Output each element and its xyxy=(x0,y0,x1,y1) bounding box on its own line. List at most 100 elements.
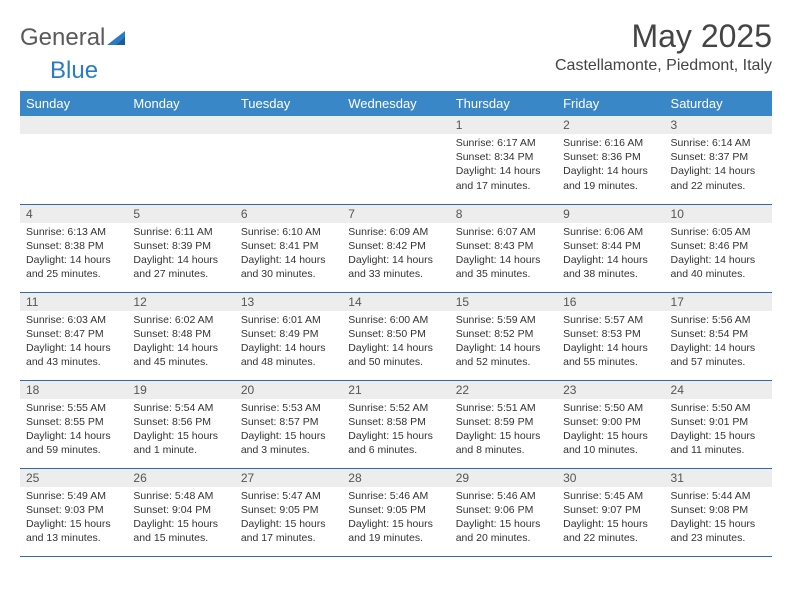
day-number: 25 xyxy=(20,469,127,487)
calendar-body: 1Sunrise: 6:17 AMSunset: 8:34 PMDaylight… xyxy=(20,116,772,556)
day-number: 26 xyxy=(127,469,234,487)
sunset-text: Sunset: 8:57 PM xyxy=(241,415,336,429)
calendar-table: Sunday Monday Tuesday Wednesday Thursday… xyxy=(20,91,772,557)
day-cell: 4Sunrise: 6:13 AMSunset: 8:38 PMDaylight… xyxy=(20,204,127,292)
day-number xyxy=(235,116,342,134)
day-data: Sunrise: 5:52 AMSunset: 8:58 PMDaylight:… xyxy=(342,399,449,462)
sunset-text: Sunset: 8:38 PM xyxy=(26,239,121,253)
day-cell: 8Sunrise: 6:07 AMSunset: 8:43 PMDaylight… xyxy=(450,204,557,292)
day-cell: 23Sunrise: 5:50 AMSunset: 9:00 PMDayligh… xyxy=(557,380,664,468)
day-number xyxy=(127,116,234,134)
sunset-text: Sunset: 8:46 PM xyxy=(671,239,766,253)
day-data: Sunrise: 6:16 AMSunset: 8:36 PMDaylight:… xyxy=(557,134,664,197)
day-cell xyxy=(342,116,449,204)
sunset-text: Sunset: 9:05 PM xyxy=(241,503,336,517)
day-data: Sunrise: 6:09 AMSunset: 8:42 PMDaylight:… xyxy=(342,223,449,286)
col-monday: Monday xyxy=(127,91,234,116)
sunrise-text: Sunrise: 5:52 AM xyxy=(348,401,443,415)
day-data: Sunrise: 5:48 AMSunset: 9:04 PMDaylight:… xyxy=(127,487,234,550)
day-number: 17 xyxy=(665,293,772,311)
day-number: 31 xyxy=(665,469,772,487)
day-data: Sunrise: 5:54 AMSunset: 8:56 PMDaylight:… xyxy=(127,399,234,462)
sunset-text: Sunset: 8:43 PM xyxy=(456,239,551,253)
col-friday: Friday xyxy=(557,91,664,116)
day-cell: 30Sunrise: 5:45 AMSunset: 9:07 PMDayligh… xyxy=(557,468,664,556)
daylight-text: Daylight: 15 hours and 10 minutes. xyxy=(563,429,658,457)
day-data: Sunrise: 6:13 AMSunset: 8:38 PMDaylight:… xyxy=(20,223,127,286)
daylight-text: Daylight: 15 hours and 22 minutes. xyxy=(563,517,658,545)
day-number: 23 xyxy=(557,381,664,399)
sunset-text: Sunset: 9:07 PM xyxy=(563,503,658,517)
col-tuesday: Tuesday xyxy=(235,91,342,116)
daylight-text: Daylight: 14 hours and 33 minutes. xyxy=(348,253,443,281)
sunset-text: Sunset: 8:54 PM xyxy=(671,327,766,341)
day-cell: 20Sunrise: 5:53 AMSunset: 8:57 PMDayligh… xyxy=(235,380,342,468)
day-data: Sunrise: 5:55 AMSunset: 8:55 PMDaylight:… xyxy=(20,399,127,462)
day-data: Sunrise: 6:02 AMSunset: 8:48 PMDaylight:… xyxy=(127,311,234,374)
day-cell: 27Sunrise: 5:47 AMSunset: 9:05 PMDayligh… xyxy=(235,468,342,556)
week-row: 18Sunrise: 5:55 AMSunset: 8:55 PMDayligh… xyxy=(20,380,772,468)
daylight-text: Daylight: 14 hours and 22 minutes. xyxy=(671,164,766,192)
day-cell: 10Sunrise: 6:05 AMSunset: 8:46 PMDayligh… xyxy=(665,204,772,292)
day-data: Sunrise: 6:11 AMSunset: 8:39 PMDaylight:… xyxy=(127,223,234,286)
day-number: 2 xyxy=(557,116,664,134)
sunrise-text: Sunrise: 5:49 AM xyxy=(26,489,121,503)
day-cell: 18Sunrise: 5:55 AMSunset: 8:55 PMDayligh… xyxy=(20,380,127,468)
daylight-text: Daylight: 15 hours and 23 minutes. xyxy=(671,517,766,545)
col-thursday: Thursday xyxy=(450,91,557,116)
sunset-text: Sunset: 9:01 PM xyxy=(671,415,766,429)
day-data: Sunrise: 5:51 AMSunset: 8:59 PMDaylight:… xyxy=(450,399,557,462)
day-cell: 14Sunrise: 6:00 AMSunset: 8:50 PMDayligh… xyxy=(342,292,449,380)
day-cell: 13Sunrise: 6:01 AMSunset: 8:49 PMDayligh… xyxy=(235,292,342,380)
day-number: 13 xyxy=(235,293,342,311)
day-data: Sunrise: 5:47 AMSunset: 9:05 PMDaylight:… xyxy=(235,487,342,550)
sunrise-text: Sunrise: 5:57 AM xyxy=(563,313,658,327)
daylight-text: Daylight: 14 hours and 40 minutes. xyxy=(671,253,766,281)
daylight-text: Daylight: 15 hours and 17 minutes. xyxy=(241,517,336,545)
day-data: Sunrise: 6:10 AMSunset: 8:41 PMDaylight:… xyxy=(235,223,342,286)
day-data: Sunrise: 6:00 AMSunset: 8:50 PMDaylight:… xyxy=(342,311,449,374)
sunrise-text: Sunrise: 5:46 AM xyxy=(348,489,443,503)
day-cell: 5Sunrise: 6:11 AMSunset: 8:39 PMDaylight… xyxy=(127,204,234,292)
daylight-text: Daylight: 15 hours and 15 minutes. xyxy=(133,517,228,545)
sunset-text: Sunset: 9:04 PM xyxy=(133,503,228,517)
daylight-text: Daylight: 14 hours and 48 minutes. xyxy=(241,341,336,369)
day-cell: 6Sunrise: 6:10 AMSunset: 8:41 PMDaylight… xyxy=(235,204,342,292)
daylight-text: Daylight: 15 hours and 20 minutes. xyxy=(456,517,551,545)
day-cell xyxy=(235,116,342,204)
day-number: 18 xyxy=(20,381,127,399)
sunrise-text: Sunrise: 6:07 AM xyxy=(456,225,551,239)
sunset-text: Sunset: 8:34 PM xyxy=(456,150,551,164)
sunrise-text: Sunrise: 5:54 AM xyxy=(133,401,228,415)
sunrise-text: Sunrise: 6:13 AM xyxy=(26,225,121,239)
sunrise-text: Sunrise: 6:02 AM xyxy=(133,313,228,327)
daylight-text: Daylight: 14 hours and 38 minutes. xyxy=(563,253,658,281)
day-number: 22 xyxy=(450,381,557,399)
day-cell: 1Sunrise: 6:17 AMSunset: 8:34 PMDaylight… xyxy=(450,116,557,204)
day-cell: 3Sunrise: 6:14 AMSunset: 8:37 PMDaylight… xyxy=(665,116,772,204)
day-data: Sunrise: 5:50 AMSunset: 9:00 PMDaylight:… xyxy=(557,399,664,462)
sunset-text: Sunset: 8:39 PM xyxy=(133,239,228,253)
day-number: 6 xyxy=(235,205,342,223)
day-number: 12 xyxy=(127,293,234,311)
day-cell xyxy=(127,116,234,204)
sunrise-text: Sunrise: 5:50 AM xyxy=(671,401,766,415)
day-data: Sunrise: 5:57 AMSunset: 8:53 PMDaylight:… xyxy=(557,311,664,374)
sunrise-text: Sunrise: 5:50 AM xyxy=(563,401,658,415)
sunset-text: Sunset: 8:56 PM xyxy=(133,415,228,429)
sunrise-text: Sunrise: 5:51 AM xyxy=(456,401,551,415)
sunset-text: Sunset: 8:59 PM xyxy=(456,415,551,429)
sunrise-text: Sunrise: 5:48 AM xyxy=(133,489,228,503)
day-data: Sunrise: 5:53 AMSunset: 8:57 PMDaylight:… xyxy=(235,399,342,462)
sunrise-text: Sunrise: 6:00 AM xyxy=(348,313,443,327)
sunset-text: Sunset: 8:55 PM xyxy=(26,415,121,429)
daylight-text: Daylight: 14 hours and 17 minutes. xyxy=(456,164,551,192)
week-row: 25Sunrise: 5:49 AMSunset: 9:03 PMDayligh… xyxy=(20,468,772,556)
sunset-text: Sunset: 8:52 PM xyxy=(456,327,551,341)
day-data: Sunrise: 5:56 AMSunset: 8:54 PMDaylight:… xyxy=(665,311,772,374)
day-data: Sunrise: 5:50 AMSunset: 9:01 PMDaylight:… xyxy=(665,399,772,462)
sunrise-text: Sunrise: 5:53 AM xyxy=(241,401,336,415)
sunset-text: Sunset: 9:05 PM xyxy=(348,503,443,517)
day-data: Sunrise: 5:49 AMSunset: 9:03 PMDaylight:… xyxy=(20,487,127,550)
sunset-text: Sunset: 9:03 PM xyxy=(26,503,121,517)
